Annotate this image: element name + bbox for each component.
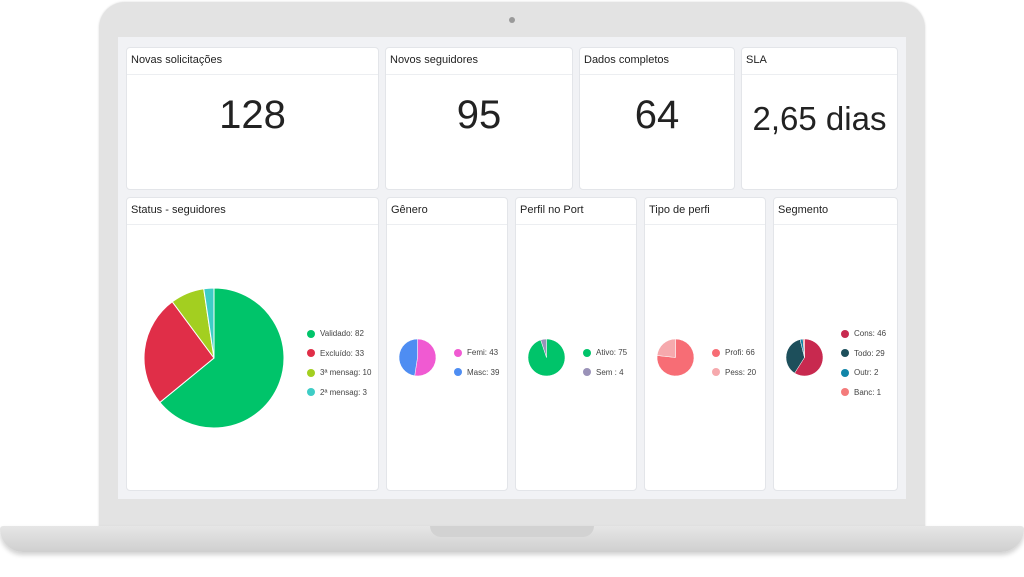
- card-divider: [645, 224, 765, 225]
- legend-item[interactable]: Masc: 39: [454, 363, 499, 383]
- legend-swatch: [841, 329, 849, 338]
- kpi-card-novas-solicitacoes: Novas solicitações 128: [126, 47, 379, 190]
- pie-slice[interactable]: [656, 338, 676, 358]
- legend-label: 3ª mensag: 10: [320, 368, 372, 378]
- legend-item[interactable]: Sem : 4: [583, 363, 627, 383]
- chart-card-genero: Gênero Femi: 43 Masc: 39: [386, 197, 508, 491]
- pie-slice[interactable]: [398, 338, 418, 377]
- pie-slice[interactable]: [794, 338, 824, 377]
- legend-item[interactable]: Profi: 66: [712, 343, 756, 363]
- kpi-value: 95: [456, 93, 502, 137]
- pie-slice[interactable]: [785, 339, 805, 374]
- card-divider: [387, 224, 507, 225]
- kpi-title: Dados completos: [584, 54, 669, 66]
- chart-title: Perfil no Port: [520, 204, 584, 216]
- genero-pie-chart: [398, 338, 437, 377]
- pie-slice[interactable]: [159, 287, 285, 429]
- legend-label: Masc: 39: [467, 367, 500, 377]
- card-divider: [386, 74, 572, 75]
- legend-swatch: [307, 349, 315, 358]
- legend-label: Cons: 46: [854, 329, 887, 339]
- chart-card-status-seguidores: Status - seguidores Validado: 82 Excluído…: [126, 197, 379, 491]
- legend-label: Outr: 2: [854, 368, 879, 378]
- pie-slice[interactable]: [540, 338, 547, 358]
- kpi-card-sla: SLA 2,65 dias: [741, 47, 898, 190]
- legend-label: Todo: 29: [854, 348, 885, 358]
- kpi-card-novos-seguidores: Novos seguidores 95: [385, 47, 573, 190]
- legend-item[interactable]: Validado: 82: [307, 324, 371, 344]
- card-divider: [516, 224, 636, 225]
- card-divider: [580, 74, 734, 75]
- legend-label: Sem : 4: [596, 367, 624, 377]
- kpi-card-dados-completos: Dados completos 64: [579, 47, 735, 190]
- legend-item[interactable]: Ativo: 75: [583, 343, 627, 363]
- legend-label: 2ª mensag: 3: [320, 387, 367, 397]
- legend-label: Pess: 20: [725, 367, 757, 377]
- card-divider: [742, 74, 897, 75]
- legend-item[interactable]: Banc: 1: [841, 383, 886, 403]
- perfil-pie-chart: [527, 338, 566, 377]
- camera-icon: [509, 17, 515, 23]
- legend-label: Ativo: 75: [596, 348, 628, 358]
- legend-label: Validado: 82: [320, 329, 364, 339]
- card-divider: [127, 224, 378, 225]
- legend-swatch: [583, 368, 591, 377]
- kpi-title: SLA: [746, 54, 767, 66]
- legend-item[interactable]: 3ª mensag: 10: [307, 363, 371, 383]
- kpi-value: 64: [634, 93, 680, 137]
- legend-swatch: [841, 388, 849, 397]
- chart-title: Segmento: [778, 204, 829, 216]
- kpi-value: 128: [219, 93, 286, 137]
- legend-swatch: [307, 329, 315, 338]
- kpi-title: Novas solicitações: [131, 54, 223, 66]
- legend-swatch: [454, 368, 462, 377]
- legend-item[interactable]: Excluído: 33: [307, 344, 371, 364]
- segmento-pie-chart: [785, 338, 824, 377]
- legend-label: Excluído: 33: [320, 348, 365, 358]
- legend-swatch: [841, 368, 849, 377]
- pie-slice[interactable]: [203, 287, 215, 359]
- tipo-legend: Profi: 66 Pess: 20: [712, 343, 756, 382]
- legend-item[interactable]: Outr: 2: [841, 363, 886, 383]
- status-pie-chart: [143, 287, 285, 429]
- pie-slice[interactable]: [143, 301, 215, 404]
- segmento-legend: Cons: 46 Todo: 29 Outr: 2 Banc: 1: [841, 324, 886, 402]
- laptop-notch: [430, 526, 594, 537]
- legend-item[interactable]: Todo: 29: [841, 344, 886, 364]
- legend-item[interactable]: Cons: 46: [841, 324, 886, 344]
- chart-title: Status - seguidores: [131, 204, 226, 216]
- kpi-value: 2,65 dias: [752, 100, 887, 137]
- legend-label: Femi: 43: [467, 348, 499, 358]
- legend-swatch: [712, 368, 720, 377]
- chart-title: Tipo de perfi: [649, 204, 710, 216]
- pie-slice[interactable]: [802, 338, 805, 358]
- pie-slice[interactable]: [414, 338, 437, 377]
- dashboard-screen: Novas solicitações 128 Novos seguidores …: [118, 37, 906, 499]
- legend-item[interactable]: Femi: 43: [454, 343, 499, 363]
- legend-item[interactable]: 2ª mensag: 3: [307, 383, 371, 403]
- legend-swatch: [583, 348, 591, 357]
- legend-item[interactable]: Pess: 20: [712, 363, 756, 383]
- chart-card-perfil-no-port: Perfil no Port Ativo: 75 Sem : 4: [515, 197, 637, 491]
- genero-legend: Femi: 43 Masc: 39: [454, 343, 499, 382]
- chart-card-tipo-de-perfil: Tipo de perfi Profi: 66 Pess: 20: [644, 197, 766, 491]
- legend-label: Profi: 66: [725, 348, 755, 358]
- chart-card-segmento: Segmento Cons: 46 Todo: 29 Outr: 2 Banc: 1: [773, 197, 898, 491]
- kpi-title: Novos seguidores: [390, 54, 479, 66]
- tipo-pie-chart: [656, 338, 695, 377]
- legend-swatch: [841, 349, 849, 358]
- legend-swatch: [307, 388, 315, 397]
- chart-title: Gênero: [391, 204, 428, 216]
- legend-label: Banc: 1: [854, 387, 882, 397]
- perfil-legend: Ativo: 75 Sem : 4: [583, 343, 627, 382]
- card-divider: [774, 224, 897, 225]
- legend-swatch: [307, 368, 315, 377]
- card-divider: [127, 74, 378, 75]
- legend-swatch: [454, 348, 462, 357]
- status-legend: Validado: 82 Excluído: 33 3ª mensag: 10 2ª …: [307, 324, 371, 402]
- legend-swatch: [712, 348, 720, 357]
